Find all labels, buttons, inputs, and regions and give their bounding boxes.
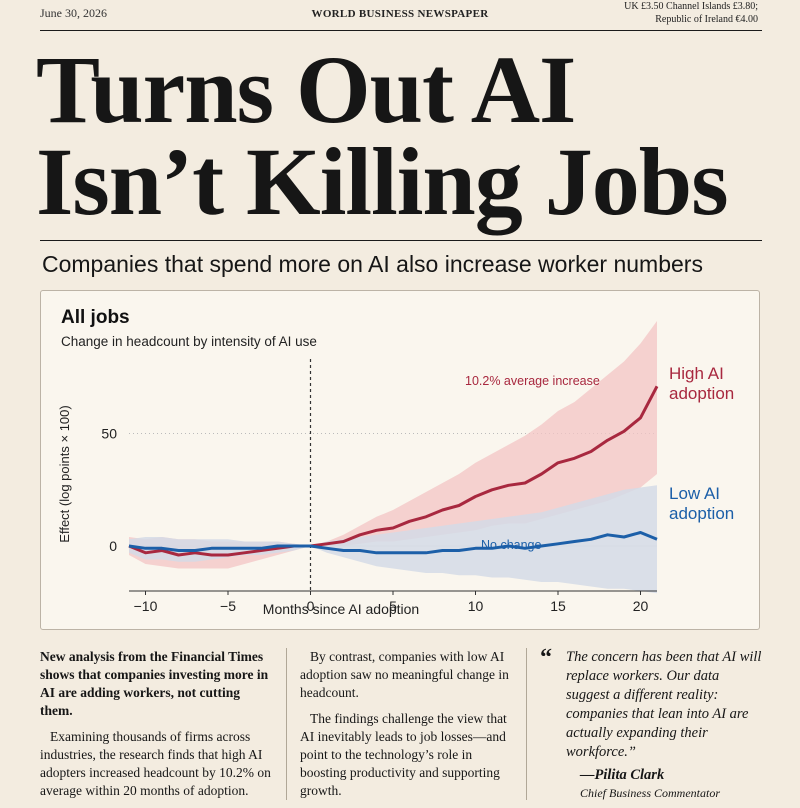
cover-price: UK £3.50 Channel Islands £3.80; Republic… xyxy=(624,0,758,26)
quote-mark-icon: “ xyxy=(540,645,552,671)
x-tick-label: 15 xyxy=(550,598,566,614)
pull-quote-column: “ The concern has been that AI will repl… xyxy=(540,645,762,802)
headline-rule xyxy=(40,240,762,241)
annotation-high: 10.2% average increase xyxy=(465,374,600,388)
column-divider-2 xyxy=(526,648,527,800)
y-tick-label: 50 xyxy=(101,426,117,442)
price-line-2: Republic of Ireland €4.00 xyxy=(655,14,758,25)
masthead: WORLD BUSINESS NEWSPAPER xyxy=(311,8,489,20)
top-rule xyxy=(40,30,762,31)
article-body-1: Examining thousands of firms across indu… xyxy=(40,729,271,798)
confidence-band-high xyxy=(129,321,657,569)
headcount-chart: All jobs Change in headcount by intensit… xyxy=(57,307,734,617)
x-tick-label: −5 xyxy=(220,598,236,614)
chart-panel: All jobs Change in headcount by intensit… xyxy=(40,290,760,630)
article-body-2: By contrast, companies with low AI adopt… xyxy=(300,649,509,700)
price-line-1: UK £3.50 Channel Islands £3.80; xyxy=(624,1,758,12)
series-label-high: High AI adoption xyxy=(669,364,734,403)
y-axis-label: Effect (log points × 100) xyxy=(57,405,72,542)
plot-area: −10 −5 0 5 10 15 20 0 50 High AI adoption Low AI ado… xyxy=(101,321,734,614)
subheadline: Companies that spend more on AI also inc… xyxy=(42,251,703,277)
article-body-3: The findings challenge the view that AI … xyxy=(300,711,507,798)
headline-line-1: Turns Out AI xyxy=(36,36,576,143)
chart-title: All jobs xyxy=(61,307,130,328)
series-line-low xyxy=(128,531,658,555)
x-tick-label: 5 xyxy=(389,598,397,614)
x-tick-label: 20 xyxy=(633,598,649,614)
column-divider-1 xyxy=(286,648,287,800)
article-lead: New analysis from the Financial Times sh… xyxy=(40,649,269,718)
annotation-low: No change xyxy=(481,538,542,552)
article-column-1: New analysis from the Financial Times sh… xyxy=(40,648,272,808)
x-tick-label: −10 xyxy=(134,598,158,614)
x-axis-label: Months since AI adoption xyxy=(263,601,419,617)
issue-date: June 30, 2026 xyxy=(40,6,107,20)
quote-attribution-title: Chief Business Commentator xyxy=(580,786,720,800)
series-label-low: Low AI adoption xyxy=(669,484,734,523)
x-tick-label: 0 xyxy=(307,598,315,614)
headline: Turns Out AI Isn’t Killing Jobs xyxy=(36,42,776,230)
confidence-band-low xyxy=(129,485,657,594)
y-tick-label: 0 xyxy=(109,538,117,554)
x-tick-label: 10 xyxy=(468,598,484,614)
chart-subtitle: Change in headcount by intensity of AI u… xyxy=(61,334,317,349)
pull-quote: The concern has been that AI will replac… xyxy=(566,649,762,760)
headline-line-2: Isn’t Killing Jobs xyxy=(36,128,729,235)
series-line-high xyxy=(128,385,659,557)
article-column-2: By contrast, companies with low AI adopt… xyxy=(300,648,512,808)
quote-attribution: —Pilita Clark xyxy=(580,767,665,783)
